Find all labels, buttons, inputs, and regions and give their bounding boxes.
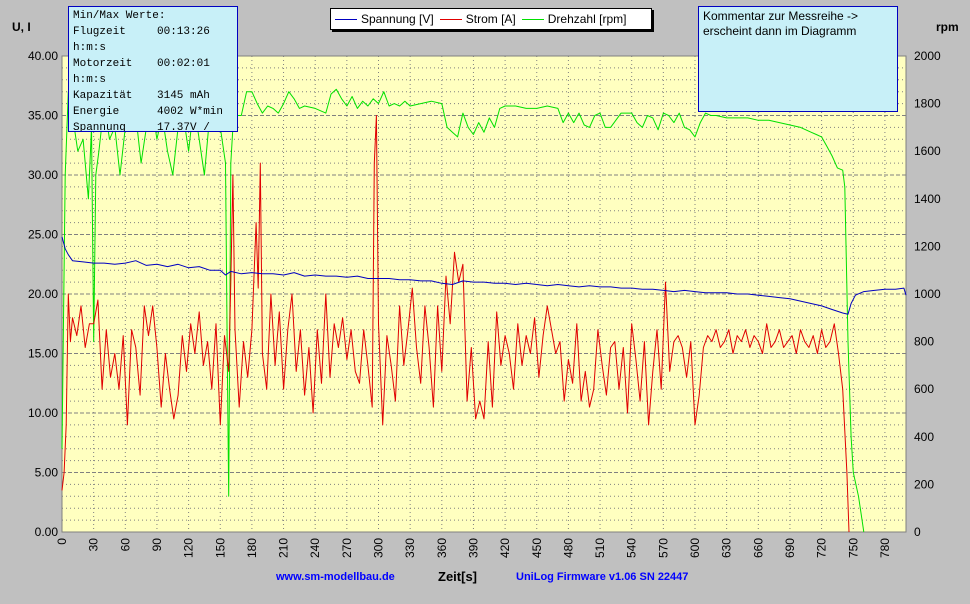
y-right-tick-label: 1800: [914, 97, 941, 111]
x-tick-label: 420: [498, 538, 512, 558]
y-left-tick-label: 15.00: [28, 347, 58, 361]
y-right-tick-label: 800: [914, 335, 934, 349]
x-tick-label: 150: [213, 538, 227, 558]
y-right-tick-label: 0: [914, 525, 921, 539]
y-right-tick-label: 600: [914, 382, 934, 396]
y-left-tick-label: 40.00: [28, 49, 58, 63]
x-tick-label: 210: [277, 538, 291, 558]
info-key: Motorzeit: [73, 58, 133, 70]
info-row: Kapazität 3145 mAh: [73, 88, 233, 104]
comment-line-2: erscheint dann im Diagramm: [703, 24, 857, 38]
x-tick-label: 300: [372, 538, 386, 558]
x-axis-title: Zeit[s]: [438, 569, 477, 584]
info-box-title: Min/Max Werte:: [73, 10, 166, 22]
info-row: h:m:s: [73, 40, 233, 56]
y-right-tick-label: 1400: [914, 192, 941, 206]
x-tick-label: 780: [878, 538, 892, 558]
info-row: Motorzeit 00:02:01: [73, 56, 233, 72]
y-right-tick-label: 1200: [914, 239, 941, 253]
x-tick-label: 240: [308, 538, 322, 558]
info-value: 17.37V /: [157, 122, 210, 132]
y-left-tick-label: 30.00: [28, 168, 58, 182]
x-tick-label: 30: [87, 538, 101, 552]
series-line-spannung: [61, 236, 907, 315]
info-row: Flugzeit 00:13:26: [73, 24, 233, 40]
x-tick-label: 0: [55, 538, 69, 545]
info-key: Energie: [73, 106, 120, 118]
info-value: 00:13:26: [157, 26, 210, 38]
legend-item-spannung: Spannung [V]: [335, 12, 434, 26]
info-key: Flugzeit: [73, 26, 126, 38]
info-value: 4002 W*min: [157, 106, 224, 118]
firmware-label: UniLog Firmware v1.06 SN 22447: [516, 571, 689, 583]
y-right-tick-label: 1000: [914, 287, 941, 301]
x-tick-label: 480: [561, 538, 575, 558]
y-axis-left-title: U, I: [12, 20, 31, 34]
info-key: h:m:s: [73, 42, 107, 54]
legend-item-strom: Strom [A]: [439, 12, 516, 26]
min-max-info-box: Min/Max Werte: Flugzeit 00:13:26 h:m:s Mo…: [68, 6, 238, 132]
x-tick-label: 270: [340, 538, 354, 558]
legend-item-drehzahl: Drehzahl [rpm]: [521, 12, 627, 26]
y-left-tick-label: 5.00: [35, 466, 59, 480]
legend-label-spannung: Spannung [V]: [361, 12, 434, 26]
comment-line-1: Kommentar zur Messreihe ->: [703, 9, 859, 23]
series-line-drehzahl: [61, 88, 865, 533]
y-right-tick-label: 1600: [914, 144, 941, 158]
x-tick-label: 180: [245, 538, 259, 558]
info-row: Energie 4002 W*min: [73, 104, 233, 120]
y-right-tick-label: 200: [914, 477, 934, 491]
x-tick-label: 360: [435, 538, 449, 558]
x-tick-label: 330: [403, 538, 417, 558]
x-tick-label: 690: [783, 538, 797, 558]
x-tick-label: 750: [846, 538, 860, 558]
info-value: 00:02:01: [157, 58, 210, 70]
x-tick-label: 720: [815, 538, 829, 558]
legend-swatch-spannung: [335, 18, 357, 20]
x-tick-label: 660: [751, 538, 765, 558]
legend-swatch-strom: [439, 18, 462, 20]
x-tick-label: 600: [688, 538, 702, 558]
y-right-tick-label: 2000: [914, 49, 941, 63]
website-link[interactable]: www.sm-modellbau.de: [276, 571, 395, 583]
x-tick-label: 570: [656, 538, 670, 558]
legend-swatch-drehzahl: [521, 18, 544, 20]
x-tick-label: 630: [720, 538, 734, 558]
x-tick-label: 540: [625, 538, 639, 558]
x-tick-label: 90: [150, 538, 164, 552]
legend-label-strom: Strom [A]: [465, 12, 516, 26]
chart-legend: Spannung [V] Strom [A] Drehzahl [rpm]: [330, 8, 652, 30]
series-line-strom: [61, 115, 850, 533]
y-right-tick-label: 400: [914, 430, 934, 444]
x-tick-label: 510: [593, 538, 607, 558]
info-row: h:m:s: [73, 72, 233, 88]
info-key: Kapazität: [73, 90, 133, 102]
info-key: Spannung: [73, 122, 126, 132]
info-value: 3145 mAh: [157, 90, 210, 102]
y-left-tick-label: 25.00: [28, 228, 58, 242]
info-row: Spannung 17.37V /: [73, 120, 233, 132]
info-key: h:m:s: [73, 74, 107, 86]
y-axis-right-title: rpm: [936, 20, 959, 34]
y-left-tick-label: 35.00: [28, 109, 58, 123]
x-tick-label: 450: [530, 538, 544, 558]
x-tick-label: 60: [118, 538, 132, 552]
x-tick-label: 120: [182, 538, 196, 558]
x-tick-label: 390: [466, 538, 480, 558]
legend-label-drehzahl: Drehzahl [rpm]: [547, 12, 627, 26]
y-left-tick-label: 10.00: [28, 406, 58, 420]
y-left-tick-label: 20.00: [28, 287, 58, 301]
comment-box: Kommentar zur Messreihe -> erscheint dan…: [698, 6, 898, 112]
y-left-tick-label: 0.00: [35, 525, 59, 539]
